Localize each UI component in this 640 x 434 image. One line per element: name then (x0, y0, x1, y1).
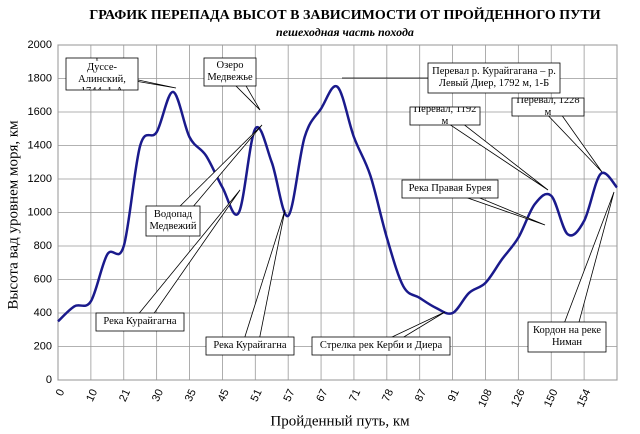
annotation: Перевал, 1192 м (413, 107, 477, 125)
annotation: Водопад Медвежий (149, 208, 197, 232)
x-tick-label: 57 (281, 387, 297, 403)
y-tick-label: 0 (46, 374, 52, 386)
x-tick-label: 87 (413, 387, 429, 403)
callout: Перевал, 1192 м (413, 107, 477, 125)
y-tick-label: 1800 (28, 72, 52, 84)
x-tick-label: 0 (54, 387, 67, 398)
annotation: Река Курайгагна (103, 315, 177, 327)
annotation: Перевал р. Курайгагана – р. Левый Диер, … (432, 65, 556, 89)
x-tick-label: 67 (314, 387, 330, 403)
callout: Стрелка рек Керби и Диера (319, 339, 443, 351)
chart-title: ГРАФИК ПЕРЕПАДА ВЫСОТ В ЗАВИСИМОСТИ ОТ П… (89, 6, 600, 23)
annotation: Река Курайгагна (213, 339, 287, 351)
y-tick-label: 1400 (28, 139, 52, 151)
callout-box (311, 336, 451, 356)
x-tick-label: 71 (347, 387, 363, 403)
callout-box (511, 97, 585, 117)
callout: Кордон на реке Ниман (533, 324, 601, 348)
callout-box (203, 57, 257, 87)
callout: Перевал, 1228 м (516, 98, 580, 116)
x-tick-label: 30 (150, 387, 166, 403)
annotation: Река Правая Бурея (408, 182, 492, 194)
y-tick-label: 1200 (28, 173, 52, 185)
callout-box (205, 336, 295, 356)
y-tick-label: 600 (34, 273, 52, 285)
y-tick-label: 800 (34, 240, 52, 252)
callout: Река Курайгагна (213, 339, 287, 351)
callout-box (527, 321, 607, 353)
x-tick-label: 45 (216, 387, 232, 403)
annotation: Озеро Медвежье (207, 59, 253, 83)
x-tick-label: 51 (249, 387, 265, 403)
callout: Река Правая Бурея (408, 182, 492, 194)
y-axis-title: Высота вад уровнем моря, км (5, 120, 21, 310)
callout-box (427, 62, 561, 94)
y-tick-label: 1000 (28, 206, 52, 218)
x-tick-label: 91 (446, 387, 462, 403)
data-line (57, 84, 618, 323)
y-tick-label: 200 (34, 340, 52, 352)
callout-box (65, 57, 139, 91)
annotation: Перевал Дуссе-Алинский, 1744, 1-А (78, 58, 126, 90)
x-tick-label: 10 (84, 387, 100, 403)
callout-box (145, 205, 201, 237)
annotation: Кордон на реке Ниман (533, 324, 601, 348)
x-tick-label: 150 (542, 387, 561, 409)
y-tick-label: 400 (34, 307, 52, 319)
callout-box (401, 179, 499, 199)
annotation: Стрелка рек Керби и Диера (319, 339, 443, 351)
chart-subtitle: пешеходная часть похода (276, 25, 414, 39)
x-tick-label: 78 (380, 387, 396, 403)
y-tick-label: 2000 (28, 39, 52, 51)
x-tick-label: 108 (476, 387, 495, 409)
callout: Река Курайгагна (103, 315, 177, 327)
y-tick-label: 1600 (28, 106, 52, 118)
x-tick-label: 35 (183, 387, 199, 403)
callout: Водопад Медвежий (149, 208, 197, 232)
callout: Перевал Дуссе-Алинский, 1744, 1-А (78, 58, 126, 90)
x-axis-title: Пройденный путь, км (270, 413, 410, 429)
callout-box (95, 312, 185, 332)
x-tick-label: 126 (509, 387, 528, 409)
callout-box (409, 106, 481, 126)
callout: Озеро Медвежье (207, 59, 253, 83)
annotation: Перевал, 1228 м (516, 98, 580, 116)
callout: Перевал р. Курайгагана – р. Левый Диер, … (432, 65, 556, 89)
x-tick-label: 154 (575, 387, 594, 409)
x-tick-label: 21 (117, 387, 133, 403)
